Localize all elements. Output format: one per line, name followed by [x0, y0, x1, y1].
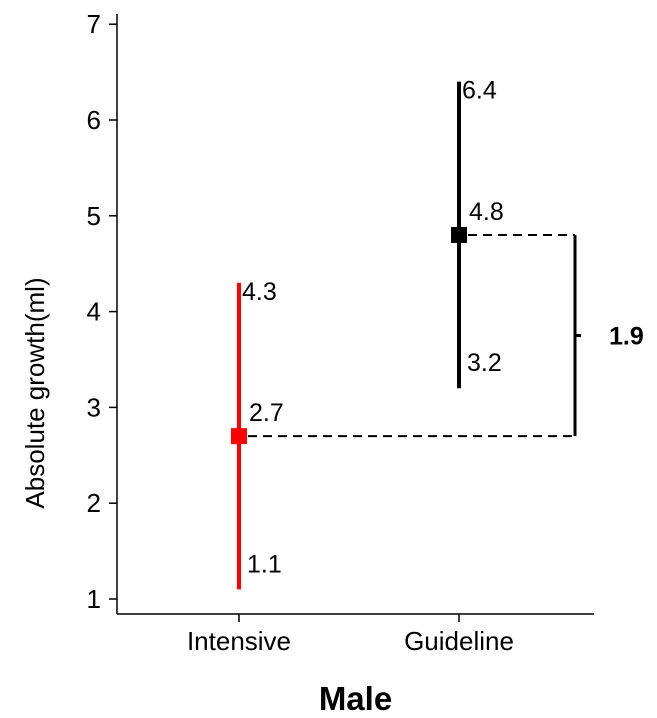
y-tick-label: 6: [87, 105, 101, 135]
upper-value-label: 6.4: [462, 77, 497, 105]
upper-value-label: 4.3: [242, 278, 277, 306]
mean-marker: [231, 428, 247, 445]
difference-annotation: 1.9: [248, 233, 644, 438]
mean-marker: [451, 226, 467, 243]
axes: 1 2 3 4 5 6 7 Intensive Guideline: [87, 9, 594, 656]
y-tick-label: 5: [87, 201, 101, 231]
lower-value-label: 3.2: [467, 349, 502, 377]
series-guideline: 6.4 4.8 3.2: [451, 77, 504, 389]
x-tick-label: Intensive: [187, 626, 291, 656]
y-tick-label: 2: [87, 488, 101, 518]
mean-value-label: 4.8: [469, 198, 504, 226]
series-intensive: 4.3 2.7 1.1: [231, 278, 284, 590]
difference-bracket: [573, 234, 581, 437]
difference-value-label: 1.9: [609, 323, 644, 351]
marks: 4.3 2.7 1.1 6.4 4.8 3.2: [231, 77, 504, 590]
y-tick-label: 1: [87, 584, 101, 614]
x-ticks: Intensive Guideline: [187, 614, 514, 656]
y-tick-label: 7: [87, 9, 101, 39]
x-tick-label: Guideline: [404, 626, 514, 656]
y-axis-title: Absolute growth(ml): [20, 277, 50, 508]
lower-value-label: 1.1: [247, 550, 282, 578]
mean-value-label: 2.7: [249, 399, 284, 427]
x-axis-title: Male: [319, 680, 392, 717]
y-ticks: 1 2 3 4 5 6 7: [87, 9, 117, 614]
y-tick-label: 3: [87, 392, 101, 422]
y-tick-label: 4: [87, 297, 101, 327]
